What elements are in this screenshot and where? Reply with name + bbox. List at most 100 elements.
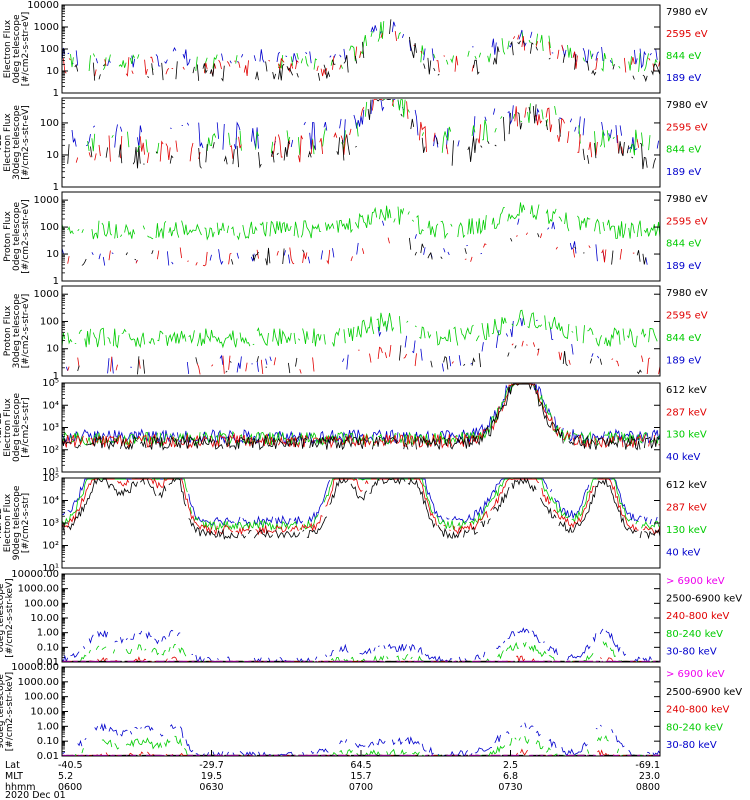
x-tick-label: 15.7: [350, 771, 371, 782]
y-tick-label: 10: [46, 249, 59, 260]
legend-entry: 2500-6900 keV: [666, 594, 742, 605]
y-tick-label: 10000.00: [11, 569, 59, 580]
legend-entry: 844 eV: [666, 145, 701, 156]
panel-frame: [61, 97, 661, 188]
y-tick-label: 10000: [27, 0, 59, 11]
legend-entry: 844 eV: [666, 239, 701, 250]
y-tick-label: 1000.00: [18, 677, 59, 688]
series-844-ev: [61, 309, 658, 349]
legend-entry: 2595 eV: [666, 122, 708, 133]
y-tick-label: 1000.00: [18, 584, 59, 595]
panel-2: 1 10 100 TED Electron Flux 30deg telescope [#/…: [0, 97, 708, 193]
y-tick-label: 10000.00: [11, 662, 59, 673]
legend-entry: 844 eV: [666, 51, 701, 62]
x-tick-label: 6.8: [503, 771, 518, 782]
y-axis-label-line: [#/cm2-s-str-eV]: [21, 199, 31, 274]
panel-8: 0.010.101.0010.00100.001000.0010000.00Pr…: [0, 662, 742, 762]
legend-entry: 40 keV: [666, 452, 700, 463]
y-tick-label: 10⁵: [42, 378, 59, 389]
series-189-ev: [62, 22, 660, 68]
legend-entry: 2500-6900 keV: [666, 687, 742, 698]
y-tick-label: 1: [53, 371, 59, 382]
y-tick-label: 100: [40, 118, 59, 129]
y-axis-label-line: 90deg telescope: [0, 674, 6, 749]
panel-3: 1 10 100 1000 Proton Flux 0deg telescope [#/cm…: [3, 191, 708, 287]
y-axis-label-line: MEPED: [0, 412, 4, 444]
legend-entry: 844 eV: [666, 333, 701, 344]
y-axis-label-line: [#/cm2-s-str-eV]: [21, 105, 31, 180]
y-tick-label: 100.00: [24, 692, 59, 703]
legend-entry: 240-800 keV: [666, 705, 730, 716]
y-axis-label-line: Proton Flux: [3, 305, 13, 356]
panel-frame: [61, 191, 661, 282]
series-80-240-kev: [64, 641, 659, 662]
y-axis-label-line: [#/cm2-s-str-keV]: [5, 672, 15, 751]
y-axis-label-line: 30deg telescope: [12, 293, 22, 368]
y-tick-label: 1000: [34, 289, 59, 300]
y-tick-label: 10¹: [42, 467, 59, 478]
series-30-80-kev: [61, 627, 660, 663]
y-tick-label: 0.10: [37, 642, 59, 653]
legend-entry: 287 keV: [666, 503, 707, 514]
legend-entry: 7980 eV: [666, 7, 708, 18]
y-axis-label-line: [#/cm2-s-str]: [21, 493, 31, 553]
x-tick-label: -29.7: [199, 760, 224, 771]
y-axis-label-line: 0deg telescope: [12, 202, 22, 272]
x-tick-label: 19.5: [201, 771, 222, 782]
y-tick-label: 10⁵: [42, 473, 59, 484]
x-row-label: MLT: [5, 771, 23, 782]
x-tick-label: -69.1: [635, 760, 660, 771]
legend-entry: 2595 eV: [666, 29, 708, 40]
y-tick-label: 10: [46, 344, 59, 355]
series-189-ev: [62, 219, 660, 266]
y-tick-label: 10: [46, 150, 59, 161]
plot-date: 2020 Dec 01: [5, 790, 66, 800]
series-844-ev: [61, 202, 661, 241]
legend-entry: 30-80 keV: [666, 646, 717, 657]
panel-frame: [61, 573, 661, 663]
x-tick-label: 23.0: [639, 771, 660, 782]
y-tick-label: 10³: [42, 518, 59, 529]
legend-entry: 612 keV: [666, 385, 707, 396]
y-tick-label: 100.00: [24, 598, 59, 609]
legend-entry: 287 keV: [666, 407, 707, 418]
series-2595-ev: [67, 340, 661, 375]
y-axis-label-line: TED: [0, 133, 4, 152]
x-tick-label: 0630: [199, 782, 223, 793]
x-row-label: hhmm: [5, 782, 36, 793]
y-tick-label: 100: [40, 316, 59, 327]
y-tick-label: 0.01: [37, 751, 59, 762]
y-tick-label: 10²: [42, 445, 59, 456]
legend-entry: 2595 eV: [666, 311, 708, 322]
legend-entry: 7980 eV: [666, 194, 708, 205]
y-axis-label-line: Electron Flux: [3, 493, 13, 552]
y-axis-label-line: Electron Flux: [3, 398, 13, 457]
y-axis-label-line: [#/cm2-s-str-keV]: [5, 578, 15, 657]
y-tick-label: 1: [53, 182, 59, 193]
y-tick-label: 10⁴: [42, 400, 59, 411]
y-axis-label-line: 90deg telescope: [12, 485, 22, 560]
y-tick-label: 10⁴: [42, 496, 59, 507]
y-axis-label-line: 0deg telescope: [12, 14, 22, 84]
series-130-kev: [61, 478, 661, 532]
y-tick-label: 1: [53, 276, 59, 287]
x-tick-label: 0730: [498, 782, 522, 793]
legend-entry: 189 eV: [666, 261, 701, 272]
x-tick-label: 0600: [58, 782, 82, 793]
y-tick-label: 100: [40, 222, 59, 233]
panel-6: 10¹ 10² 10³ 10⁴ 10⁵ MEPED Electron Flux 90deg t…: [0, 473, 707, 574]
y-tick-label: 1000: [34, 22, 59, 33]
legend-entry: 7980 eV: [666, 100, 708, 111]
x-tick-label: 2.5: [503, 760, 518, 771]
y-axis-label-line: 0deg telescope: [12, 393, 22, 463]
legend-entry: 189 eV: [666, 356, 701, 367]
x-tick-label: 0700: [349, 782, 373, 793]
panel-1: 1 10 100 1000 10000 Electron Flux 0deg telesco…: [3, 0, 708, 99]
panel-7: 0.010.101.0010.00100.001000.0010000.00Pr…: [0, 569, 742, 668]
y-tick-label: 10: [46, 66, 59, 77]
y-axis-label-line: 30deg telescope: [12, 105, 22, 180]
panel-frame: [61, 382, 661, 473]
y-tick-label: 0.01: [37, 657, 59, 668]
x-tick-label: 64.5: [350, 760, 371, 771]
